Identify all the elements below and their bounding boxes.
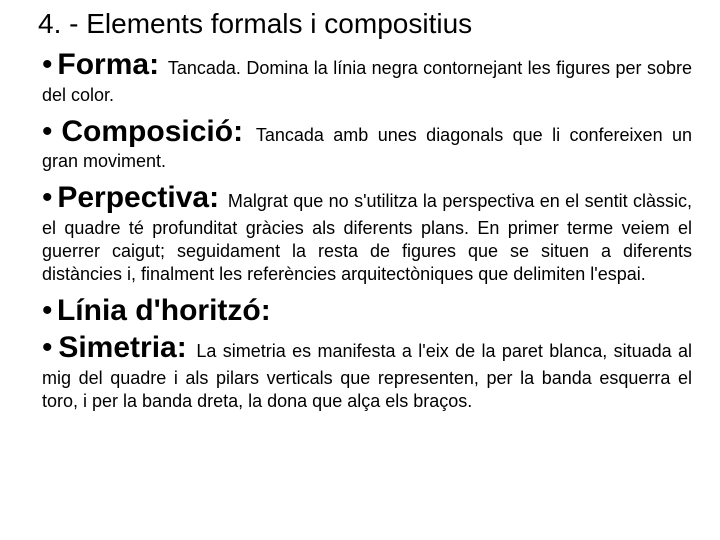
bullet-icon: • bbox=[42, 292, 53, 330]
list-item: • Forma: Tancada. Domina la línia negra … bbox=[42, 46, 692, 107]
slide-title: 4. - Elements formals i compositius bbox=[28, 8, 692, 40]
list-item: • Composició: Tancada amb unes diagonals… bbox=[42, 113, 692, 174]
list-item: • Línia d'horitzó: bbox=[42, 292, 692, 330]
item-lead: Simetria bbox=[58, 331, 176, 364]
bullet-icon: • bbox=[42, 46, 53, 84]
list-item: • Perpectiva: Malgrat que no s'utilitza … bbox=[42, 179, 692, 286]
item-lead: Composició bbox=[61, 115, 233, 148]
bullet-list: • Forma: Tancada. Domina la línia negra … bbox=[28, 46, 692, 413]
bullet-icon: • bbox=[42, 329, 53, 367]
bullet-icon: • bbox=[42, 179, 53, 217]
bullet-icon: • bbox=[42, 113, 53, 151]
item-lead: Línia d'horitzó bbox=[57, 294, 261, 327]
list-item: • Simetria: La simetria es manifesta a l… bbox=[42, 329, 692, 413]
item-lead: Perpectiva bbox=[57, 181, 209, 214]
item-lead: Forma bbox=[57, 48, 149, 81]
slide: 4. - Elements formals i compositius • Fo… bbox=[0, 0, 720, 540]
